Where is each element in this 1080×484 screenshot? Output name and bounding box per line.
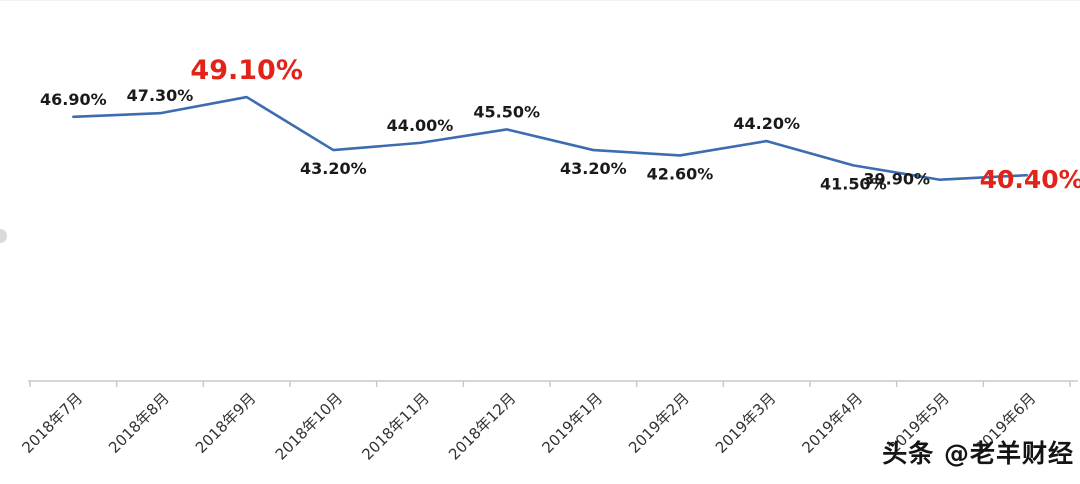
data-label: 44.20% <box>733 114 800 133</box>
x-axis-label: 2018年8月 <box>105 389 173 457</box>
x-axis-label: 2018年12月 <box>445 389 519 463</box>
data-label: 43.20% <box>560 159 627 178</box>
data-label: 42.60% <box>647 164 714 183</box>
data-label: 43.20% <box>300 159 367 178</box>
x-axis-label: 2018年7月 <box>18 389 86 457</box>
data-label: 45.50% <box>473 102 540 121</box>
data-label: 41.50% <box>820 174 887 193</box>
data-label: 40.40% <box>980 165 1080 194</box>
data-label: 49.10% <box>190 55 302 86</box>
watermark: 头条 @老羊财经 <box>882 439 1074 468</box>
line-series <box>72 95 1028 182</box>
x-axis-label: 2019年3月 <box>712 389 780 457</box>
data-label: 39.90% <box>863 170 930 189</box>
x-axis-label: 2019年2月 <box>625 389 693 457</box>
x-axis-label: 2018年11月 <box>358 389 432 463</box>
x-axis-label: 2019年4月 <box>798 389 866 457</box>
data-label: 47.30% <box>127 86 194 105</box>
x-axis-label: 2019年1月 <box>538 389 606 457</box>
left-edge-artifact <box>0 229 7 243</box>
x-axis-label: 2018年9月 <box>192 389 260 457</box>
data-label: 46.90% <box>40 90 107 109</box>
x-axis-label: 2018年10月 <box>272 389 346 463</box>
data-label: 44.00% <box>387 116 454 135</box>
